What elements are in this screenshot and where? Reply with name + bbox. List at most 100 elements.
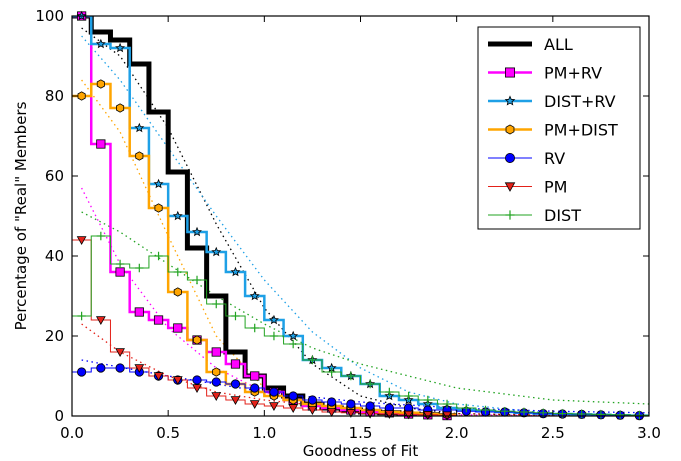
y-tick-label: 80 <box>45 87 64 105</box>
data-point <box>346 399 356 409</box>
data-point <box>115 259 125 269</box>
data-point <box>577 409 586 419</box>
data-point <box>462 403 471 413</box>
data-point <box>154 251 163 261</box>
data-point <box>172 210 183 221</box>
data-point <box>211 392 222 402</box>
data-point <box>615 410 625 419</box>
data-point <box>307 395 318 405</box>
data-point <box>504 152 515 163</box>
data-point <box>153 178 164 189</box>
data-point <box>481 405 490 415</box>
data-point <box>249 400 260 410</box>
data-point <box>230 359 241 369</box>
data-point <box>153 315 164 325</box>
fit-curve <box>81 359 649 414</box>
legend-label: PM <box>544 178 567 197</box>
data-point <box>212 299 221 309</box>
fit-curve <box>81 35 649 416</box>
data-point <box>326 408 337 418</box>
x-tick-label: 1.5 <box>349 424 373 442</box>
data-point <box>211 377 221 387</box>
y-tick-label: 0 <box>54 407 64 425</box>
data-point <box>134 307 144 317</box>
data-point <box>268 314 279 325</box>
data-point <box>250 323 259 333</box>
data-point <box>96 231 106 241</box>
data-point <box>327 397 337 407</box>
x-tick-label: 2.0 <box>445 424 469 442</box>
data-point <box>423 395 433 405</box>
data-point <box>192 275 202 285</box>
data-point <box>288 391 298 401</box>
data-point <box>192 335 202 345</box>
data-point <box>269 387 279 397</box>
y-tick-label: 100 <box>35 7 64 25</box>
data-point <box>192 375 202 385</box>
data-point <box>77 91 86 101</box>
legend-label: RV <box>544 149 565 168</box>
data-point <box>365 401 375 411</box>
data-point <box>135 263 144 273</box>
legend-label: PM+DIST <box>544 121 618 140</box>
legend: ALL PM+RV DIST+RV PM+DIST RV PM DIST <box>477 26 641 230</box>
data-point <box>134 122 145 133</box>
data-point <box>403 410 414 420</box>
legend-label: DIST+RV <box>544 92 616 111</box>
data-point <box>96 79 105 89</box>
data-point <box>635 411 644 420</box>
data-point <box>96 139 106 149</box>
data-point <box>307 406 318 416</box>
data-point <box>504 67 515 78</box>
fit-curve <box>81 27 649 416</box>
y-axis-label: Percentage of "Real" Members <box>12 101 30 330</box>
data-point <box>154 203 163 213</box>
data-point <box>519 407 529 417</box>
data-point <box>346 371 356 381</box>
y-tick-label: 40 <box>45 247 64 265</box>
data-point <box>288 330 299 341</box>
data-point <box>115 42 126 53</box>
data-point <box>153 372 164 382</box>
data-point <box>385 387 394 397</box>
x-tick-label: 0.5 <box>156 424 180 442</box>
data-point <box>269 331 279 341</box>
data-point <box>134 364 145 374</box>
data-point <box>192 226 203 237</box>
legend-box <box>477 26 641 230</box>
axis-ticks: 0.0 0.5 1.0 1.5 2.0 2.5 3.0 0 20 40 60 80 100 <box>35 7 661 442</box>
data-point <box>95 316 106 326</box>
data-point <box>173 287 182 297</box>
data-point <box>172 376 183 386</box>
data-point <box>504 182 516 192</box>
fit-curve <box>81 323 649 416</box>
data-point <box>505 210 515 220</box>
data-point <box>384 410 395 420</box>
data-point <box>288 404 299 414</box>
data-point <box>249 290 260 301</box>
data-point <box>500 407 509 416</box>
data-point <box>231 311 240 321</box>
data-point <box>115 267 125 277</box>
data-point <box>269 402 279 412</box>
data-point <box>250 383 260 393</box>
data-point <box>95 38 106 49</box>
data-point <box>596 410 606 419</box>
data-point <box>422 411 433 420</box>
data-point <box>135 151 144 161</box>
x-tick-label: 1.0 <box>252 424 276 442</box>
data-point <box>250 371 260 381</box>
data-point <box>505 124 515 135</box>
data-point <box>365 379 375 389</box>
data-point <box>96 363 106 373</box>
y-tick-label: 60 <box>45 167 64 185</box>
data-point <box>173 323 183 333</box>
data-point <box>115 363 125 373</box>
data-point <box>327 367 336 377</box>
data-point <box>346 409 356 418</box>
legend-label: PM+RV <box>544 64 602 83</box>
data-point <box>211 347 221 357</box>
x-tick-label: 2.5 <box>541 424 565 442</box>
data-point <box>442 399 452 409</box>
